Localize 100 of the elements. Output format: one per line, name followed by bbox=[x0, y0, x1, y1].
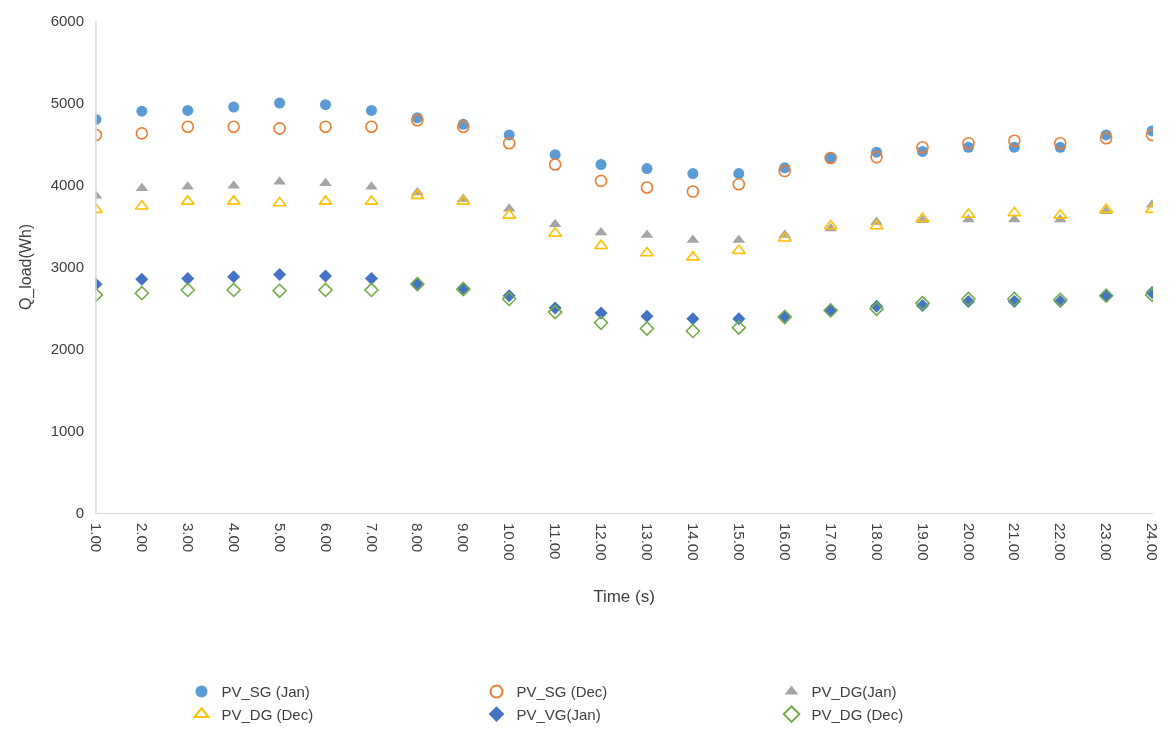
point bbox=[135, 182, 149, 192]
legend-label: PV_DG (Dec) bbox=[221, 705, 314, 723]
point bbox=[962, 136, 975, 150]
point bbox=[134, 285, 150, 301]
point bbox=[273, 267, 287, 281]
point bbox=[595, 159, 607, 170]
x-tick-label: 22.00 bbox=[1052, 523, 1070, 561]
point bbox=[594, 306, 608, 320]
point bbox=[547, 304, 563, 320]
point bbox=[1007, 213, 1021, 223]
x-tick-label: 3.00 bbox=[179, 523, 197, 553]
legend-label: PV_VG(Jan) bbox=[516, 705, 601, 723]
x-tick-label: 24.00 bbox=[1144, 523, 1162, 561]
point bbox=[227, 120, 240, 134]
point bbox=[274, 97, 286, 109]
point bbox=[687, 168, 699, 180]
x-tick-label: 4.00 bbox=[225, 523, 243, 553]
point bbox=[181, 120, 195, 134]
y-axis-title: Q_load(Wh) bbox=[16, 223, 35, 311]
point bbox=[318, 282, 333, 298]
y-tick-label: 2000 bbox=[50, 340, 84, 358]
x-tick-label: 19.00 bbox=[914, 523, 932, 561]
x-tick-label: 13.00 bbox=[639, 523, 657, 561]
x-tick-label: 11.00 bbox=[547, 523, 565, 560]
point bbox=[502, 136, 516, 150]
x-tick-label: 12.00 bbox=[593, 523, 611, 561]
point bbox=[548, 158, 562, 171]
point bbox=[916, 140, 929, 154]
x-tick-label: 15.00 bbox=[730, 523, 748, 561]
x-tick-label: 2.00 bbox=[133, 523, 151, 553]
point bbox=[181, 271, 195, 285]
point bbox=[778, 164, 792, 178]
x-tick-label: 18.00 bbox=[868, 523, 886, 561]
point bbox=[731, 244, 746, 255]
point bbox=[319, 120, 332, 134]
point bbox=[364, 282, 379, 298]
point bbox=[1007, 206, 1022, 217]
point bbox=[869, 301, 884, 317]
x-tick-label: 14.00 bbox=[685, 523, 703, 561]
x-tick-label: 21.00 bbox=[1006, 523, 1024, 561]
point bbox=[319, 269, 333, 283]
y-tick-label: 4000 bbox=[50, 176, 84, 194]
x-tick-label: 20.00 bbox=[960, 523, 978, 561]
point bbox=[640, 309, 654, 323]
point bbox=[180, 282, 196, 298]
point bbox=[365, 120, 378, 134]
x-tick-label: 5.00 bbox=[271, 523, 289, 553]
x-tick-label: 9.00 bbox=[455, 523, 473, 553]
point bbox=[226, 282, 241, 298]
point bbox=[915, 295, 930, 311]
point bbox=[135, 272, 149, 286]
x-tick-label: 16.00 bbox=[776, 523, 794, 561]
point bbox=[182, 104, 194, 116]
point bbox=[686, 312, 700, 326]
x-tick-label: 6.00 bbox=[317, 523, 335, 553]
point bbox=[272, 283, 287, 299]
point bbox=[501, 291, 517, 307]
point bbox=[685, 323, 701, 339]
point bbox=[639, 321, 655, 336]
point bbox=[1008, 134, 1021, 148]
point bbox=[1053, 136, 1067, 150]
point bbox=[228, 101, 240, 113]
x-tick-label: 7.00 bbox=[363, 523, 381, 553]
legend-label: PV_DG(Jan) bbox=[811, 683, 897, 701]
point bbox=[272, 196, 287, 207]
point bbox=[410, 189, 425, 200]
point bbox=[1099, 131, 1113, 145]
y-tick-label: 1000 bbox=[50, 422, 84, 440]
point bbox=[227, 270, 241, 284]
point bbox=[686, 185, 700, 198]
x-tick-label: 23.00 bbox=[1098, 523, 1116, 561]
point bbox=[456, 120, 470, 134]
y-tick-label: 6000 bbox=[50, 12, 84, 30]
legend-label: PV_DG (Dec) bbox=[811, 705, 904, 723]
point bbox=[869, 219, 884, 230]
x-tick-label: 8.00 bbox=[409, 523, 427, 553]
x-tick-label: 1.00 bbox=[88, 523, 106, 553]
point bbox=[273, 122, 286, 135]
point bbox=[593, 315, 609, 331]
legend-label: PV_SG (Jan) bbox=[221, 683, 310, 701]
legend-label: PV_SG (Dec) bbox=[516, 683, 608, 701]
point bbox=[364, 271, 378, 285]
y-tick-label: 0 bbox=[75, 504, 84, 522]
point bbox=[136, 105, 148, 117]
point bbox=[640, 181, 654, 194]
point bbox=[135, 127, 149, 140]
point bbox=[594, 174, 608, 188]
point bbox=[732, 177, 746, 191]
y-tick-label: 3000 bbox=[50, 258, 84, 276]
point bbox=[548, 218, 562, 228]
point bbox=[641, 163, 653, 175]
point bbox=[731, 320, 747, 335]
x-axis-title: Time (s) bbox=[593, 586, 655, 606]
point bbox=[961, 208, 976, 219]
point bbox=[870, 150, 883, 164]
point bbox=[365, 104, 377, 116]
x-tick-label: 17.00 bbox=[822, 523, 840, 561]
y-tick-label: 5000 bbox=[50, 94, 84, 112]
point bbox=[319, 177, 332, 187]
point bbox=[320, 99, 332, 111]
